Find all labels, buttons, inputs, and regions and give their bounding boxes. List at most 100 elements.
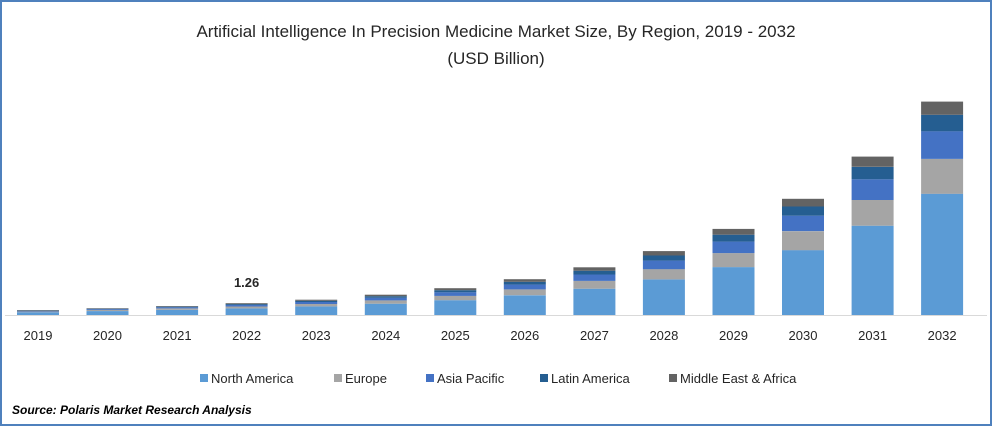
bar-asia-pacific-2019 [17, 310, 59, 312]
bar-middle-east-and-africa-2028 [642, 251, 685, 256]
bar-europe-2028 [642, 269, 685, 280]
bar-latin-america-2023 [295, 300, 338, 302]
bar-latin-america-2031 [851, 166, 894, 180]
bar-north-america-2031 [851, 225, 894, 315]
bar-north-america-2019 [17, 312, 59, 315]
bar-middle-east-and-africa-2022 [225, 303, 268, 305]
bar-middle-east-and-africa-2025 [434, 288, 477, 291]
bar-europe-2032 [921, 159, 964, 194]
bar-asia-pacific-2025 [434, 292, 477, 296]
bar-latin-america-2032 [921, 114, 964, 132]
bar-north-america-2021 [156, 309, 199, 315]
bar-latin-america-2029 [712, 234, 755, 242]
x-tick-label-2026: 2026 [510, 328, 539, 343]
legend-swatch-europe [334, 374, 342, 382]
bar-latin-america-2020 [86, 308, 129, 310]
bar-latin-america-2022 [225, 304, 268, 305]
x-tick-label-2022: 2022 [232, 328, 261, 343]
chart-title: Artificial Intelligence In Precision Med… [196, 22, 796, 41]
legend-label-north-america: North America [211, 371, 294, 386]
bar-europe-2019 [17, 311, 59, 313]
bar-middle-east-and-africa-2023 [295, 299, 338, 301]
legend-label-latin-america: Latin America [551, 371, 631, 386]
bar-north-america-2027 [573, 288, 616, 315]
bar-middle-east-and-africa-2019 [17, 310, 59, 311]
bar-europe-2025 [434, 295, 477, 301]
bar-asia-pacific-2031 [851, 179, 894, 200]
bar-asia-pacific-2024 [364, 297, 407, 301]
bar-north-america-2024 [364, 303, 407, 315]
data-label-2022: 1.26 [234, 275, 259, 290]
bar-europe-2031 [851, 199, 894, 226]
bar-north-america-2032 [921, 193, 964, 315]
legend-label-europe: Europe [345, 371, 387, 386]
bar-middle-east-and-africa-2031 [851, 156, 894, 167]
bar-latin-america-2024 [364, 296, 407, 298]
x-tick-label-2027: 2027 [580, 328, 609, 343]
bar-asia-pacific-2027 [573, 274, 616, 281]
x-tick-label-2020: 2020 [93, 328, 122, 343]
bar-north-america-2020 [86, 311, 129, 315]
bar-middle-east-and-africa-2020 [86, 308, 129, 309]
bar-europe-2021 [156, 308, 199, 310]
x-tick-label-2024: 2024 [371, 328, 400, 343]
bar-europe-2030 [782, 231, 824, 251]
bar-middle-east-and-africa-2032 [921, 101, 964, 115]
bar-asia-pacific-2026 [503, 284, 546, 290]
bar-europe-2026 [503, 289, 546, 296]
legend-swatch-latin-america [540, 374, 548, 382]
x-tick-label-2019: 2019 [24, 328, 53, 343]
bar-asia-pacific-2028 [642, 260, 685, 270]
bar-latin-america-2019 [17, 310, 59, 311]
bar-north-america-2029 [712, 267, 755, 315]
bar-middle-east-and-africa-2021 [156, 306, 199, 307]
source-note: Source: Polaris Market Research Analysis [12, 403, 252, 417]
bar-latin-america-2027 [573, 270, 616, 275]
bar-europe-2023 [295, 304, 338, 307]
bar-middle-east-and-africa-2029 [712, 228, 755, 235]
x-tick-label-2031: 2031 [858, 328, 887, 343]
x-tick-label-2028: 2028 [649, 328, 678, 343]
bar-north-america-2025 [434, 300, 477, 315]
bar-latin-america-2026 [503, 281, 546, 285]
bar-asia-pacific-2030 [782, 215, 824, 232]
bar-north-america-2028 [642, 279, 685, 315]
bar-middle-east-and-africa-2030 [782, 198, 824, 207]
x-tick-label-2032: 2032 [928, 328, 957, 343]
bar-middle-east-and-africa-2027 [573, 267, 616, 271]
x-tick-label-2029: 2029 [719, 328, 748, 343]
legend-swatch-asia-pacific [426, 374, 434, 382]
bar-latin-america-2021 [156, 306, 199, 308]
bar-asia-pacific-2029 [712, 241, 755, 254]
x-tick-label-2025: 2025 [441, 328, 470, 343]
bar-north-america-2022 [225, 308, 268, 315]
bar-asia-pacific-2020 [86, 309, 129, 310]
bar-latin-america-2028 [642, 255, 685, 261]
bar-europe-2027 [573, 280, 616, 289]
bar-north-america-2023 [295, 306, 338, 315]
x-tick-label-2030: 2030 [789, 328, 818, 343]
bar-middle-east-and-africa-2024 [364, 294, 407, 297]
bar-asia-pacific-2021 [156, 307, 199, 309]
legend-label-asia-pacific: Asia Pacific [437, 371, 505, 386]
bar-latin-america-2025 [434, 290, 477, 293]
legend-swatch-north-america [200, 374, 208, 382]
legend-label-middle-east-and-africa: Middle East & Africa [680, 371, 797, 386]
chart-subtitle: (USD Billion) [447, 49, 545, 68]
x-tick-label-2023: 2023 [302, 328, 331, 343]
bar-latin-america-2030 [782, 206, 824, 216]
legend-swatch-middle-east-and-africa [669, 374, 677, 382]
bar-asia-pacific-2032 [921, 131, 964, 159]
bar-north-america-2030 [782, 250, 824, 315]
x-tick-label-2021: 2021 [163, 328, 192, 343]
bar-north-america-2026 [503, 295, 546, 315]
bar-europe-2022 [225, 306, 268, 309]
bar-europe-2020 [86, 310, 129, 311]
bar-europe-2029 [712, 253, 755, 268]
bar-europe-2024 [364, 300, 407, 304]
bar-asia-pacific-2023 [295, 302, 338, 304]
bar-middle-east-and-africa-2026 [503, 279, 546, 282]
bar-asia-pacific-2022 [225, 305, 268, 307]
